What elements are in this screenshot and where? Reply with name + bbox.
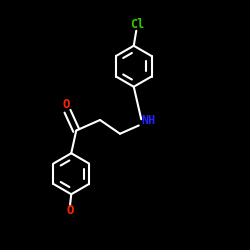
Text: NH: NH [141,114,156,128]
Text: O: O [62,98,70,111]
Text: Cl: Cl [130,18,144,31]
Text: O: O [66,204,74,218]
